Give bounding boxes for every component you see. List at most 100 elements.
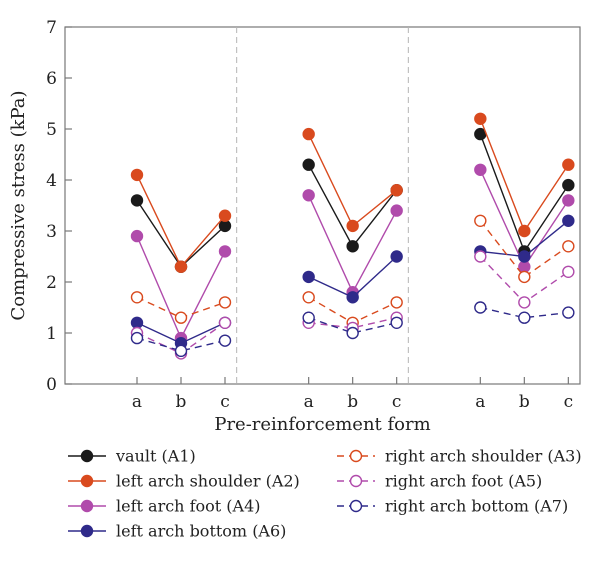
data-point [302,158,315,171]
data-point [518,250,531,263]
legend-marker [80,449,94,463]
data-point [346,219,359,233]
legend-label: right arch bottom (A7) [385,497,568,516]
y-tick-label: 3 [46,222,57,242]
x-tick-label: b [519,392,530,412]
data-point [174,344,188,358]
data-point [302,127,315,141]
y-tick-label: 4 [46,171,57,191]
series-line [480,306,569,319]
legend-label: left arch shoulder (A2) [116,472,300,491]
data-point [174,260,188,273]
y-tick-label: 6 [46,69,57,89]
legend-marker [80,524,94,538]
series-line [479,118,569,233]
data-point [130,168,144,182]
data-point [562,158,575,171]
legend-item: right arch foot (A5) [337,472,542,491]
data-point [302,311,315,324]
data-point [302,189,315,202]
legend-item: left arch foot (A4) [68,497,260,516]
series-line [136,200,226,268]
y-tick-label: 1 [46,324,57,344]
legend-item: right arch shoulder (A3) [337,447,582,466]
x-tick-label: b [176,392,187,412]
y-tick-label: 0 [46,375,57,395]
legend-item: left arch bottom (A6) [68,522,286,541]
data-point [130,229,144,243]
legend-label: left arch bottom (A6) [116,522,286,541]
y-tick-label: 7 [46,18,57,38]
data-point [562,306,575,319]
data-point [562,265,575,278]
legend-label: vault (A1) [115,447,196,466]
data-point [474,250,487,263]
x-tick-label: a [132,392,142,412]
data-point [218,219,232,233]
series-layer [130,112,575,360]
legend-marker [349,474,363,488]
data-point [346,291,359,304]
data-point [474,163,487,177]
data-point [390,204,403,217]
data-point [562,240,575,253]
y-axis-title: Compressive stress (kPa) [8,90,29,320]
legend-marker [80,474,94,488]
data-point [562,194,575,207]
data-point [562,178,575,192]
series-line [308,317,397,334]
data-point [130,291,144,304]
data-point [302,291,315,304]
data-point [218,209,232,222]
x-tick-label: a [475,392,485,412]
x-tick-label: a [304,392,314,412]
data-point [518,224,531,238]
data-point [390,183,403,197]
legend-label: right arch shoulder (A3) [385,447,582,466]
data-point [390,316,403,329]
x-axis-title: Pre-reinforcement form [214,414,430,435]
legend-marker [349,499,363,513]
x-tick-label: c [220,392,230,412]
data-point [218,296,232,309]
data-point [130,316,144,329]
data-point [518,270,531,284]
data-point [218,245,232,258]
data-point [474,112,487,126]
x-tick-label: c [564,392,574,412]
data-point [474,214,487,228]
y-tick-label: 5 [46,120,57,140]
series-5 [130,214,575,329]
data-point [390,296,403,309]
legend-label: right arch foot (A5) [385,472,542,491]
plot-frame [64,26,581,385]
x-tick-label: b [347,392,358,412]
legend-marker [349,449,363,463]
data-point [518,260,531,273]
legend-item: vault (A1) [68,447,196,466]
series-7 [130,301,575,358]
data-point [130,331,144,345]
legend-item: right arch bottom (A7) [337,497,568,516]
data-point [346,240,359,253]
data-point [302,270,315,284]
x-tick-label: c [392,392,402,412]
legend-label: left arch foot (A4) [116,497,260,516]
data-point [218,316,232,329]
y-tick-label: 2 [46,273,57,293]
data-point [130,194,144,207]
series-line [308,133,398,228]
series-line [308,317,397,329]
legend-marker [80,499,94,513]
data-point [518,311,531,324]
data-point [390,250,403,263]
data-point [346,326,359,340]
series-1 [130,127,575,273]
data-point [174,311,188,324]
data-point [562,214,575,228]
series-line [136,337,226,352]
data-point [518,296,531,309]
legend-item: left arch shoulder (A2) [68,472,300,491]
